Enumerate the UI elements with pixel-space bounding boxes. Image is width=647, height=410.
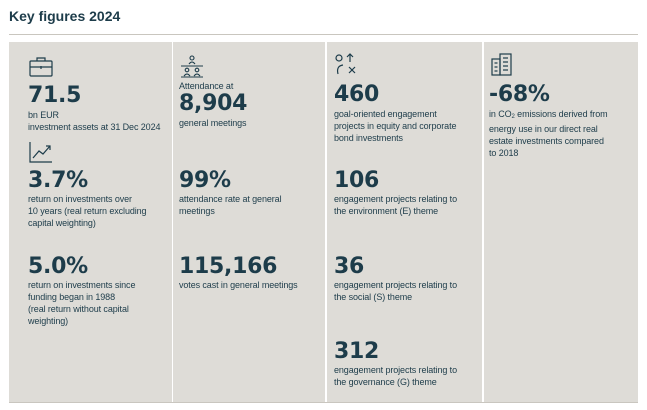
attendance-value: 8,904 (179, 91, 248, 116)
social-label: engagement projects relating to the soci… (334, 280, 457, 302)
building-icon (489, 52, 515, 78)
co2-label-pre: in CO (489, 109, 512, 119)
return10-label: return on investments over 10 years (rea… (28, 194, 147, 228)
return-since-value: 5.0% (28, 254, 88, 279)
trend-up-icon (28, 140, 54, 166)
gov-label: engagement projects relating to the gove… (334, 365, 457, 387)
assets-unit: bn EUR (28, 110, 59, 120)
column-engagement: 460 goal-oriented engagement projects in… (327, 42, 482, 403)
votes-label: votes cast in general meetings (179, 280, 298, 290)
meeting-icon (179, 54, 205, 80)
co2-label: in CO2 emissions derived from energy use… (489, 108, 608, 159)
rate-label: attendance rate at general meetings (179, 194, 282, 216)
engagement-icon (334, 52, 360, 78)
engagement-label: goal-oriented engagement projects in equ… (334, 109, 457, 143)
co2-label-post: emissions derived from energy use in our… (489, 109, 608, 158)
top-divider (9, 34, 638, 35)
co2-value: -68% (489, 82, 550, 107)
env-value: 106 (334, 168, 380, 193)
return-since-label: return on investments since funding bega… (28, 280, 136, 326)
column-assets-returns: 71.5 bn EUR investment assets at 31 Dec … (9, 42, 172, 403)
page-title: Key figures 2024 (9, 8, 121, 24)
attendance-prefix: Attendance at (179, 81, 234, 91)
briefcase-icon (28, 54, 54, 80)
column-voting: Attendance at 8,904 general meetings 99%… (173, 42, 325, 403)
engagement-value: 460 (334, 82, 380, 107)
assets-value: 71.5 (28, 83, 82, 108)
return10-value: 3.7% (28, 168, 88, 193)
co2-label-sub: 2 (511, 114, 515, 120)
social-value: 36 (334, 254, 365, 279)
column-real-estate: -68% in CO2 emissions derived from energ… (484, 42, 638, 403)
bottom-divider (9, 402, 638, 403)
rate-value: 99% (179, 168, 231, 193)
assets-label: investment assets at 31 Dec 2024 (28, 122, 161, 132)
attendance-label: general meetings (179, 118, 247, 128)
gov-value: 312 (334, 339, 380, 364)
votes-value: 115,166 (179, 254, 278, 279)
env-label: engagement projects relating to the envi… (334, 194, 457, 216)
